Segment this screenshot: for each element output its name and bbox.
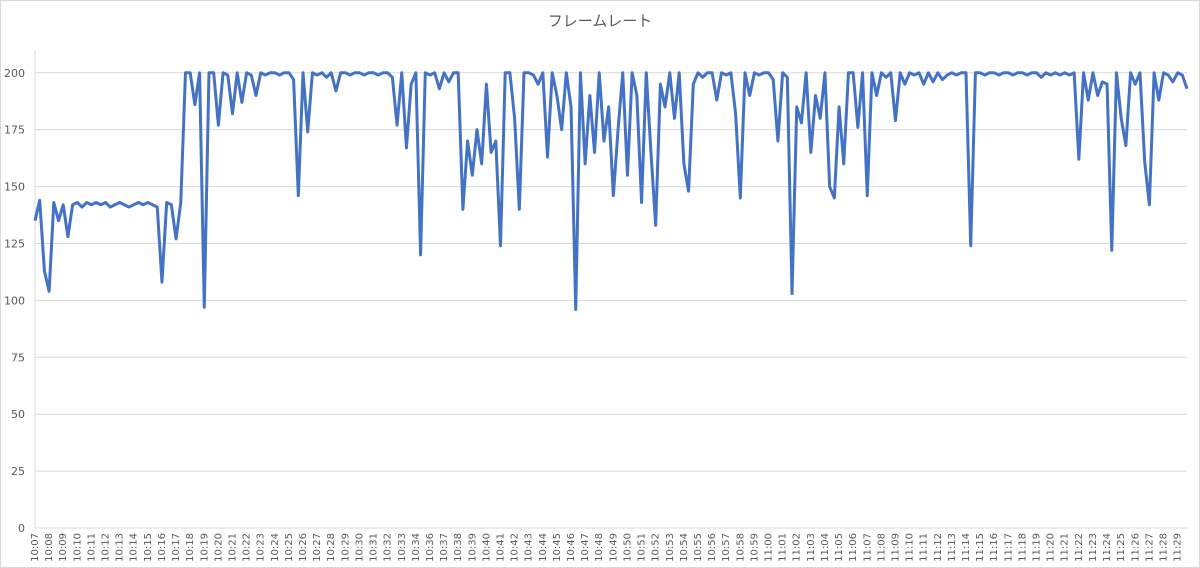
x-tick-label: 10:17: [171, 533, 182, 562]
x-tick-label: 10:40: [481, 533, 492, 562]
x-tick-label: 10:42: [510, 533, 521, 562]
x-tick-label: 10:14: [129, 533, 140, 562]
x-tick-label: 11:09: [890, 533, 901, 562]
x-tick-label: 10:46: [566, 533, 577, 562]
x-tick-label: 10:57: [721, 533, 732, 562]
x-tick-label: 11:18: [1017, 533, 1028, 562]
x-tick-label: 11:14: [961, 533, 972, 562]
x-tick-label: 11:12: [933, 533, 944, 562]
y-tick-label: 75: [11, 351, 25, 364]
x-tick-label: 10:34: [411, 533, 422, 562]
x-tick-label: 10:31: [369, 533, 380, 562]
x-tick-label: 11:22: [1074, 533, 1085, 562]
x-tick-label: 10:54: [679, 533, 690, 562]
x-tick-label: 10:18: [185, 533, 196, 562]
x-tick-label: 10:08: [44, 533, 55, 562]
x-tick-label: 11:23: [1088, 533, 1099, 562]
x-tick-label: 11:17: [1003, 533, 1014, 562]
x-tick-label: 10:56: [707, 533, 718, 562]
y-tick-label: 175: [4, 124, 25, 137]
chart-title: フレームレート: [548, 12, 653, 30]
x-tick-label: 11:01: [778, 533, 789, 562]
x-tick-label: 11:28: [1158, 533, 1169, 562]
y-tick-label: 125: [4, 237, 25, 250]
x-tick-label: 10:26: [298, 533, 309, 562]
x-tick-label: 10:21: [227, 533, 238, 562]
x-tick-label: 10:20: [213, 533, 224, 562]
x-tick-label: 10:19: [199, 533, 210, 562]
x-tick-label: 10:16: [157, 533, 168, 562]
x-tick-label: 11:24: [1102, 533, 1113, 562]
y-tick-label: 50: [11, 408, 25, 421]
x-tick-label: 10:53: [665, 533, 676, 562]
y-tick-label: 150: [4, 181, 25, 194]
x-tick-label: 10:13: [115, 533, 126, 562]
x-tick-label: 10:36: [425, 533, 436, 562]
x-tick-label: 11:20: [1046, 533, 1057, 562]
x-tick-label: 11:08: [876, 533, 887, 562]
x-tick-label: 11:16: [989, 533, 1000, 562]
x-tick-label: 10:44: [538, 533, 549, 562]
x-tick-label: 10:30: [354, 533, 365, 562]
x-tick-label: 11:19: [1032, 533, 1043, 562]
x-tick-label: 10:55: [693, 533, 704, 562]
x-tick-label: 10:49: [608, 533, 619, 562]
x-tick-label: 10:33: [397, 533, 408, 562]
y-tick-label: 0: [18, 522, 25, 535]
x-tick-label: 11:27: [1144, 533, 1155, 562]
x-tick-label: 10:12: [101, 533, 112, 562]
x-tick-label: 11:11: [919, 533, 930, 562]
x-tick-label: 10:24: [270, 533, 281, 562]
y-tick-label: 100: [4, 294, 25, 307]
x-tick-label: 10:45: [552, 533, 563, 562]
x-tick-label: 11:05: [834, 533, 845, 562]
x-tick-label: 10:25: [284, 533, 295, 562]
x-tick-label: 10:22: [242, 533, 253, 562]
y-tick-label: 200: [4, 67, 25, 80]
x-tick-label: 11:26: [1130, 533, 1141, 562]
x-tick-label: 10:38: [453, 533, 464, 562]
x-tick-label: 11:25: [1116, 533, 1127, 562]
data-line: [33, 71, 1189, 311]
x-tick-label: 10:07: [30, 533, 41, 562]
x-tick-label: 10:11: [86, 533, 97, 562]
x-tick-label: 10:37: [439, 533, 450, 562]
x-tick-label: 10:15: [143, 533, 154, 562]
x-tick-label: 11:07: [862, 533, 873, 562]
x-tick-label: 10:10: [72, 533, 83, 562]
x-tick-label: 10:29: [340, 533, 351, 562]
x-tick-label: 10:50: [622, 533, 633, 562]
x-tick-label: 11:29: [1173, 533, 1184, 562]
x-tick-label: 10:39: [467, 533, 478, 562]
x-tick-label: 11:21: [1060, 533, 1071, 562]
x-tick-label: 10:41: [496, 533, 507, 562]
x-tick-label: 10:59: [749, 533, 760, 562]
x-tick-label: 11:04: [820, 533, 831, 562]
x-tick-label: 10:43: [524, 533, 535, 562]
x-tick-label: 10:27: [312, 533, 323, 562]
x-tick-label: 10:47: [580, 533, 591, 562]
x-tick-label: 10:52: [651, 533, 662, 562]
x-tick-label: 11:06: [848, 533, 859, 562]
x-tick-label: 11:00: [764, 533, 775, 562]
x-tick-label: 11:10: [905, 533, 916, 562]
x-tick-label: 11:02: [792, 533, 803, 562]
x-tick-label: 11:03: [806, 533, 817, 562]
x-tick-label: 10:28: [326, 533, 337, 562]
x-tick-label: 11:13: [947, 533, 958, 562]
x-tick-label: 10:32: [383, 533, 394, 562]
x-tick-label: 10:48: [594, 533, 605, 562]
x-tick-label: 10:58: [735, 533, 746, 562]
x-tick-label: 10:23: [256, 533, 267, 562]
x-tick-label: 10:51: [637, 533, 648, 562]
x-tick-label: 10:09: [58, 533, 69, 562]
x-tick-label: 11:15: [975, 533, 986, 562]
y-tick-label: 25: [11, 465, 25, 478]
